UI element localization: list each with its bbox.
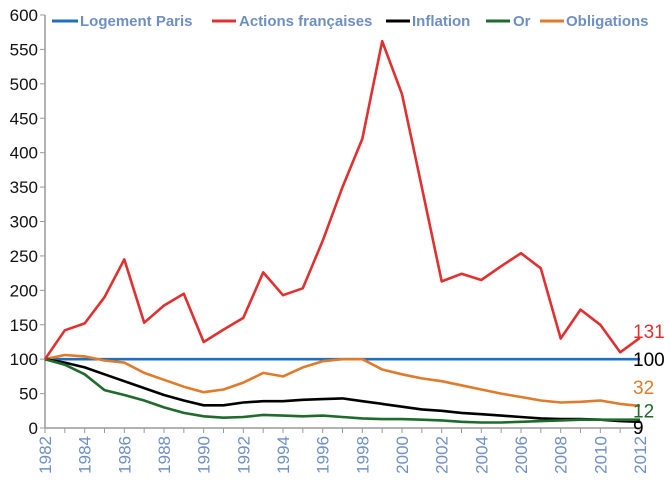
x-tick-label: 1984 <box>76 436 95 474</box>
legend-label: Inflation <box>412 13 470 30</box>
x-tick-label: 2002 <box>433 436 452 474</box>
x-tick-label: 1988 <box>155 436 174 474</box>
x-tick-label: 1994 <box>274 436 293 474</box>
end-label: 100 <box>633 350 665 371</box>
y-tick-label: 100 <box>10 350 38 369</box>
y-tick-label: 400 <box>10 144 38 163</box>
y-tick-label: 550 <box>10 40 38 59</box>
y-tick-label: 350 <box>10 178 38 197</box>
end-label: 9 <box>633 418 644 439</box>
x-tick-label: 2008 <box>552 436 571 474</box>
x-tick-label: 2006 <box>512 436 531 474</box>
series-line-obligations <box>44 353 641 408</box>
series-line-inflation <box>44 357 641 424</box>
end-label: 12 <box>633 402 654 423</box>
x-tick-label: 1986 <box>115 436 134 474</box>
x-tick-label: 2012 <box>631 436 650 474</box>
x-tick-label: 2000 <box>393 436 412 474</box>
y-tick-label: 300 <box>10 213 38 232</box>
y-tick-label: 250 <box>10 247 38 266</box>
y-tick-label: 150 <box>10 316 38 335</box>
y-tick-label: 450 <box>10 109 38 128</box>
chart-end-labels: 100 131 912 32 <box>633 322 665 439</box>
chart-legend: Logement Paris Actions françaises Inflatio… <box>52 13 649 30</box>
chart-axes: 0 50 100 150 200 250 300 350 400 450 500 550 600 1982… <box>10 6 650 474</box>
x-tick-label: 1982 <box>36 436 55 474</box>
y-tick-label: 0 <box>29 419 38 438</box>
y-tick-label: 500 <box>10 75 38 94</box>
legend-label: Or <box>513 13 531 30</box>
legend-label: Logement Paris <box>80 13 193 30</box>
y-tick-label: 50 <box>19 385 38 404</box>
y-tick-label: 200 <box>10 281 38 300</box>
series-line-or <box>44 357 640 424</box>
end-label: 131 <box>633 322 665 343</box>
chart-series <box>43 39 641 424</box>
x-tick-label: 2004 <box>472 436 491 474</box>
y-tick-label: 600 <box>10 6 38 25</box>
legend-label: Obligations <box>566 13 649 30</box>
x-tick-label: 2010 <box>591 436 610 474</box>
end-label: 32 <box>633 378 654 399</box>
x-tick-label: 1990 <box>195 436 214 474</box>
legend-label: Actions françaises <box>239 13 372 30</box>
x-tick-label: 1998 <box>353 436 372 474</box>
x-tick-label: 1992 <box>234 436 253 474</box>
series-line-actions-fran-aises <box>43 39 641 360</box>
x-tick-label: 1996 <box>314 436 333 474</box>
